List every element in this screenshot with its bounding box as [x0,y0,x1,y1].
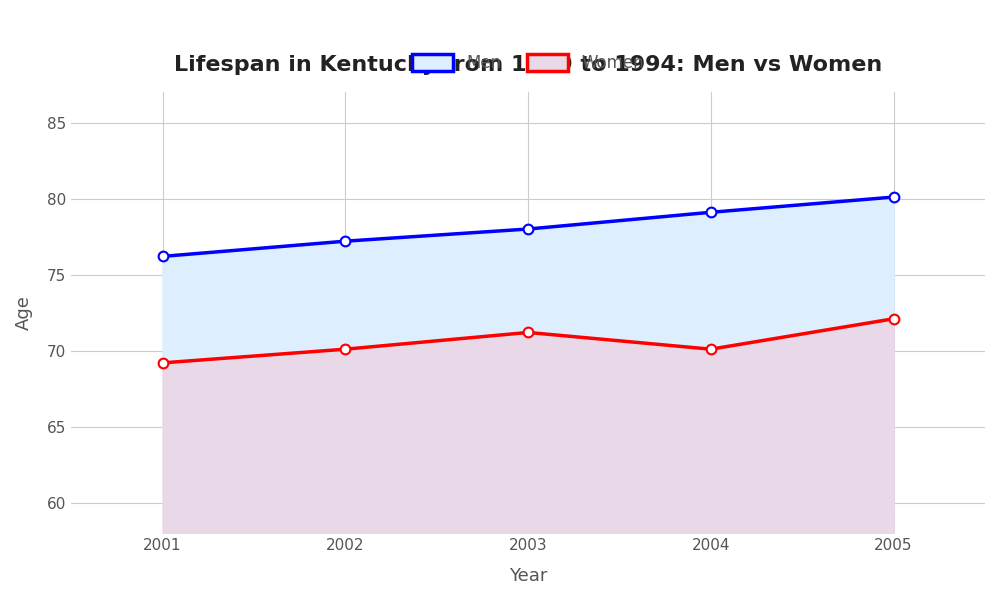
Title: Lifespan in Kentucky from 1969 to 1994: Men vs Women: Lifespan in Kentucky from 1969 to 1994: … [174,55,882,75]
Legend: Men, Women: Men, Women [405,47,651,79]
X-axis label: Year: Year [509,567,547,585]
Y-axis label: Age: Age [15,295,33,330]
